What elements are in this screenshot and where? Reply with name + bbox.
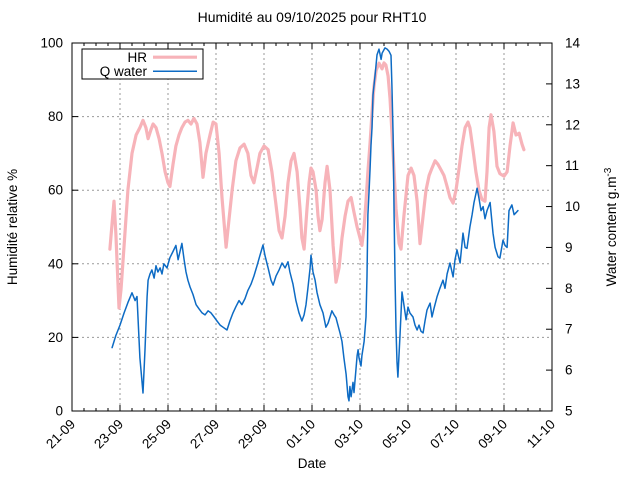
y-right-tick-label: 12 <box>565 117 580 132</box>
grid-lines <box>72 43 552 411</box>
x-tick-label: 27-09 <box>187 417 222 452</box>
x-tick-label: 29-09 <box>235 417 270 452</box>
hr-series-line <box>108 61 526 310</box>
x-tick-labels: 21-09 23-09 25-09 27-09 29-09 01-10 03-10 05-10… <box>43 417 558 452</box>
x-tick-label: 03-10 <box>331 417 366 452</box>
series-lines <box>108 47 526 402</box>
y-left-tick-label: 100 <box>40 36 63 51</box>
y-right-tick-labels: 5 6 7 8 9 10 11 12 13 14 <box>565 36 581 419</box>
y-right-tick-label: 7 <box>565 322 573 337</box>
x-tick-label: 11-10 <box>524 417 558 451</box>
chart-title: Humidité au 09/10/2025 pour RHT10 <box>198 9 427 25</box>
y-right-tick-label: 9 <box>565 240 573 255</box>
x-tick-label: 09-10 <box>475 417 510 452</box>
x-tick-label: 21-09 <box>43 417 78 452</box>
y-left-tick-label: 40 <box>48 256 63 271</box>
qwater-series-line <box>111 47 519 402</box>
y-right-tick-label: 13 <box>565 76 580 91</box>
x-tick-label: 23-09 <box>91 417 126 452</box>
y-right-tick-label: 11 <box>565 158 579 173</box>
y-left-tick-label: 60 <box>48 183 63 198</box>
x-tick-label: 05-10 <box>379 417 414 452</box>
x-tick-label: 01-10 <box>283 417 318 452</box>
y-right-tick-label: 6 <box>565 363 573 378</box>
x-tick-label: 07-10 <box>427 417 462 452</box>
legend: HR Q water <box>81 48 204 80</box>
axis-ticks <box>71 42 553 412</box>
legend-qwater-label: Q water <box>100 64 148 79</box>
y-right-tick-label: 5 <box>565 404 573 419</box>
y-left-tick-labels: 0 20 40 60 80 100 <box>40 36 63 419</box>
y-axis-label-left: Humidité relative % <box>5 169 20 285</box>
y-axis-label-right: Water content g.m-3 <box>603 167 619 286</box>
y-right-tick-label: 10 <box>565 199 580 214</box>
y-left-tick-label: 0 <box>55 404 63 419</box>
y-right-tick-label: 8 <box>565 281 573 296</box>
x-tick-label: 25-09 <box>139 417 174 452</box>
y-left-tick-label: 80 <box>48 109 63 124</box>
x-axis-label: Date <box>298 456 327 471</box>
y-right-tick-label: 14 <box>565 36 581 51</box>
legend-hr-label: HR <box>128 50 148 65</box>
y-left-tick-label: 20 <box>48 330 63 345</box>
legend-box <box>81 48 204 80</box>
